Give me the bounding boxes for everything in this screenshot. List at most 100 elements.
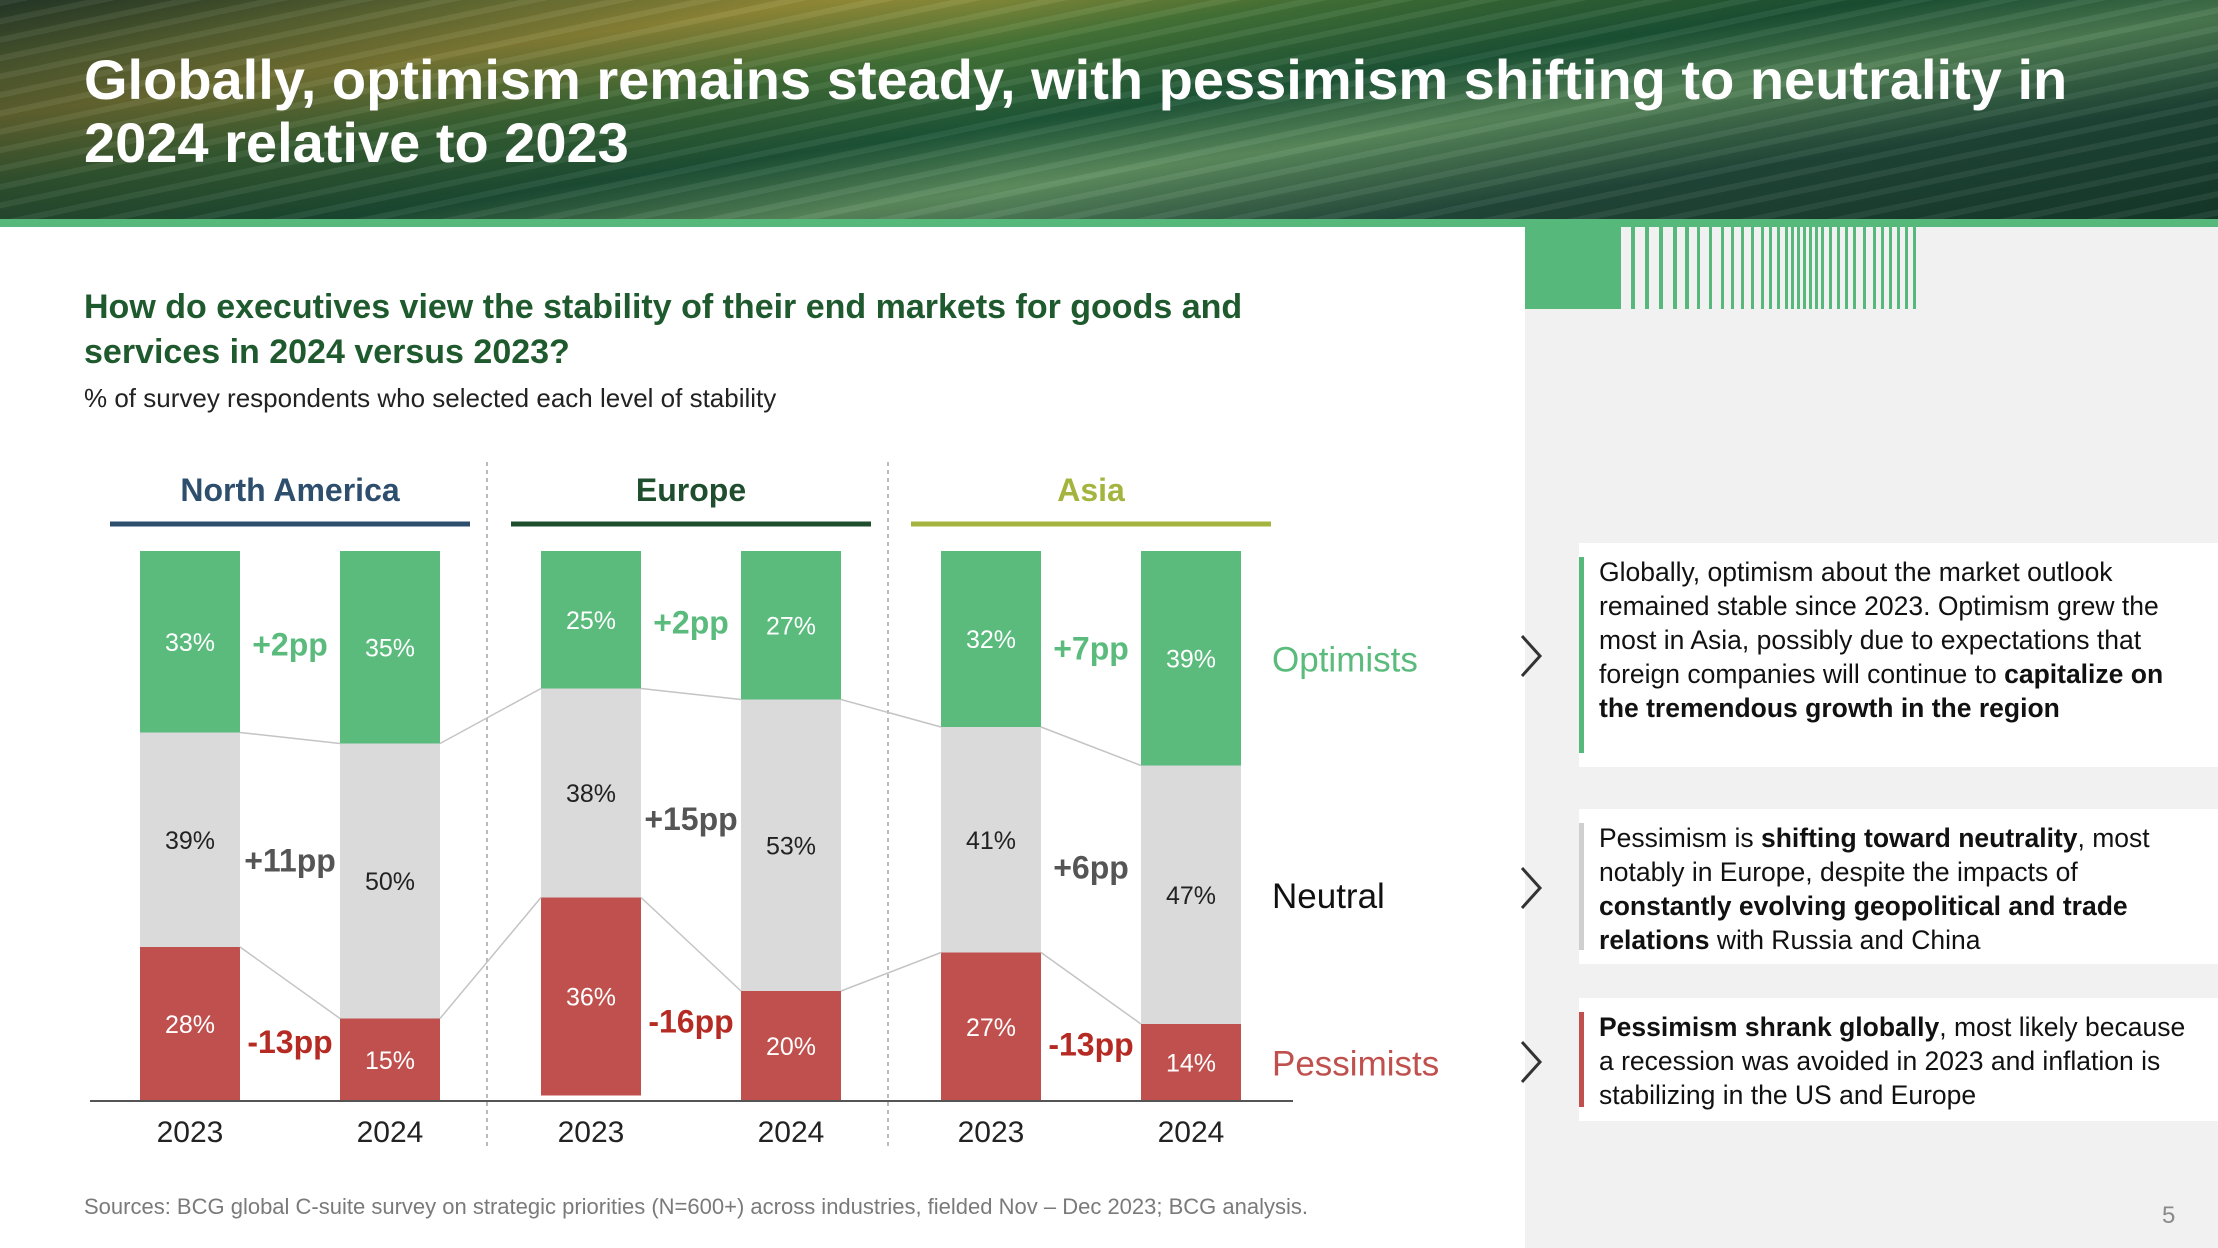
- x-tick-label: 2024: [758, 1116, 825, 1149]
- decorative-stripe: [1797, 227, 1800, 309]
- delta-label-pessimists: -13pp: [1048, 1027, 1133, 1063]
- bar-segment-optimists: [1141, 551, 1241, 766]
- decorative-stripe: [1881, 227, 1884, 309]
- bar-segment-optimists: [340, 551, 440, 744]
- callout-emphasis: shifting toward neutrality: [1760, 823, 2078, 853]
- delta-label-optimists: +2pp: [653, 605, 729, 641]
- stacked-bar-chart: North America 33% 39% 28% 2023 35% 50% 15% 2024 +…: [90, 462, 1439, 1150]
- group-header: Europe: [636, 472, 746, 508]
- data-label-pessimists: 20%: [766, 1033, 816, 1061]
- chevron-right-icon: [1520, 866, 1543, 910]
- x-tick-label: 2023: [958, 1116, 1025, 1149]
- bar-segment-optimists: [941, 551, 1041, 727]
- data-label-optimists: 32%: [966, 626, 1016, 654]
- insight-callout-neutrality: Pessimism is shifting toward neutrality,…: [1579, 809, 2218, 964]
- decorative-stripe: [1709, 227, 1712, 309]
- decorative-stripe: [1721, 227, 1724, 309]
- header-banner: [0, 0, 2218, 219]
- decorative-stripe: [1673, 227, 1677, 309]
- delta-label-pessimists: -13pp: [247, 1024, 332, 1060]
- bar-segment-pessimists: [140, 947, 240, 1101]
- data-label-neutral: 41%: [966, 827, 1016, 855]
- decorative-stripe: [1815, 227, 1818, 309]
- decorative-stripe: [1897, 227, 1900, 309]
- delta-label-neutral: +11pp: [244, 842, 336, 878]
- delta-label-neutral: +6pp: [1053, 849, 1129, 885]
- decorative-stripe: [1853, 227, 1856, 309]
- data-label-pessimists: 36%: [566, 984, 616, 1012]
- data-label-optimists: 33%: [165, 629, 215, 657]
- decorative-block: [1525, 227, 1617, 309]
- legend-label-optimists: Optimists: [1272, 640, 1418, 679]
- decorative-stripe: [1631, 227, 1635, 309]
- data-label-pessimists: 14%: [1166, 1050, 1216, 1078]
- decorative-stripe: [1617, 227, 1621, 309]
- chevron-right-icon: [1520, 1040, 1543, 1084]
- decorative-stripe: [1845, 227, 1848, 309]
- connector-line: [640, 896, 742, 992]
- header-banner-texture: [0, 0, 2218, 219]
- decorative-stripe: [1741, 227, 1744, 309]
- delta-label-optimists: +2pp: [252, 627, 328, 663]
- group-header: North America: [180, 472, 400, 508]
- data-label-pessimists: 15%: [365, 1047, 415, 1075]
- data-label-optimists: 25%: [566, 607, 616, 635]
- x-tick-label: 2023: [157, 1116, 224, 1149]
- bar-segment-neutral: [941, 727, 1041, 953]
- decorative-stripe: [1761, 227, 1764, 309]
- callout-text-run: Globally, optimism about the market outl…: [1599, 557, 2159, 689]
- connector-line: [239, 946, 341, 1020]
- connector-line: [439, 897, 542, 1019]
- bar-segment-pessimists: [1141, 1024, 1241, 1101]
- connector-line: [439, 687, 542, 745]
- callout-text-run: Pessimism is: [1599, 823, 1761, 853]
- decorative-stripe: [1645, 227, 1649, 309]
- data-label-pessimists: 27%: [966, 1014, 1016, 1042]
- data-label-pessimists: 28%: [165, 1011, 215, 1039]
- insight-callout-pessimism: Pessimism shrank globally, most likely b…: [1579, 998, 2218, 1121]
- decorative-stripe: [1791, 227, 1794, 309]
- decorative-stripe: [1873, 227, 1876, 309]
- legend-label-neutral: Neutral: [1272, 877, 1385, 916]
- decorative-stripe: [1751, 227, 1754, 309]
- bar-segment-optimists: [140, 551, 240, 733]
- connector-line: [1040, 726, 1142, 767]
- callout-accent: [1579, 557, 1584, 753]
- decorative-stripe: [1685, 227, 1689, 309]
- bar-segment-pessimists: [941, 952, 1041, 1101]
- data-label-neutral: 53%: [766, 832, 816, 860]
- bar-segment-neutral: [340, 743, 440, 1019]
- decorative-stripe: [1913, 227, 1916, 309]
- decorative-stripe: [1863, 227, 1866, 309]
- bar-segment-neutral: [741, 699, 841, 991]
- connector-line: [840, 698, 942, 728]
- callout-text-run: , most likely because a recession was av…: [1599, 1012, 2186, 1110]
- x-tick-label: 2024: [357, 1116, 424, 1149]
- bar-segment-pessimists: [541, 897, 641, 1096]
- bar-segment-neutral: [140, 732, 240, 947]
- chart-subtitle: % of survey respondents who selected eac…: [84, 383, 777, 413]
- data-label-neutral: 47%: [1166, 882, 1216, 910]
- callout-emphasis: constantly evolving geopolitical and tra…: [1599, 891, 2128, 955]
- group-header: Asia: [1057, 472, 1125, 508]
- callout-text-run: with Russia and China: [1709, 925, 1981, 955]
- bar-segment-pessimists: [741, 991, 841, 1101]
- data-label-optimists: 27%: [766, 612, 816, 640]
- connector-line: [640, 687, 742, 701]
- decorative-stripe: [1785, 227, 1788, 309]
- data-label-neutral: 39%: [165, 827, 215, 855]
- callout-emphasis: Pessimism shrank globally: [1599, 1012, 1940, 1042]
- delta-label-optimists: +7pp: [1053, 631, 1129, 667]
- bar-segment-optimists: [541, 551, 641, 689]
- chart-question: How do executives view the stability of …: [84, 288, 1243, 371]
- bar-segment-neutral: [1141, 765, 1241, 1024]
- callout-text: Pessimism shrank globally, most likely b…: [1599, 1010, 2202, 1112]
- legend-label-pessimists: Pessimists: [1272, 1045, 1439, 1084]
- x-tick-label: 2024: [1158, 1116, 1225, 1149]
- data-label-optimists: 35%: [365, 634, 415, 662]
- delta-label-neutral: +15pp: [644, 801, 737, 837]
- decorative-stripe: [1821, 227, 1824, 309]
- callout-accent: [1579, 823, 1584, 950]
- data-label-neutral: 50%: [365, 868, 415, 896]
- decorative-stripe: [1803, 227, 1806, 309]
